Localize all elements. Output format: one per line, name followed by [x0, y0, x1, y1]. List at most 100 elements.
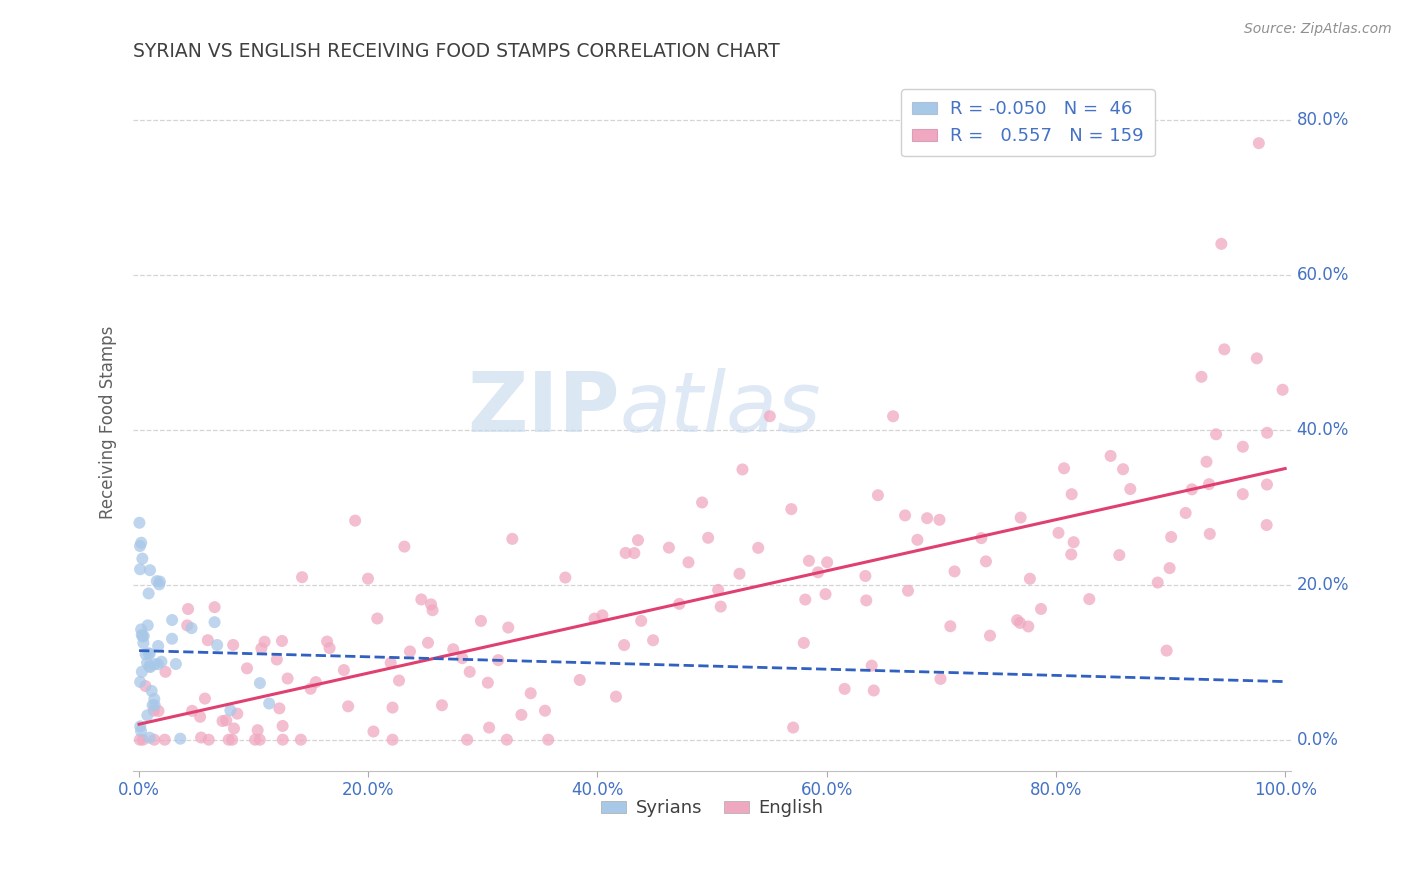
Point: [1247, 136, 1270, 150]
Point: [1271, 383, 1294, 397]
Point: [1010, 510, 1032, 524]
Point: [1019, 572, 1042, 586]
Point: [814, 587, 837, 601]
Point: [333, 663, 356, 677]
Text: SYRIAN VS ENGLISH RECEIVING FOOD STAMPS CORRELATION CHART: SYRIAN VS ENGLISH RECEIVING FOOD STAMPS …: [134, 42, 780, 61]
Point: [1174, 506, 1197, 520]
Point: [136, 708, 159, 723]
Point: [668, 597, 690, 611]
Point: [291, 570, 314, 584]
Point: [318, 641, 340, 656]
Point: [1211, 236, 1233, 251]
Point: [148, 577, 170, 591]
Point: [1256, 425, 1278, 440]
Point: [197, 633, 219, 648]
Point: [194, 691, 217, 706]
Point: [143, 657, 166, 672]
Point: [145, 574, 167, 588]
Point: [1005, 613, 1028, 627]
Point: [915, 511, 938, 525]
Point: [399, 644, 422, 658]
Point: [1112, 462, 1135, 476]
Point: [316, 634, 339, 648]
Point: [416, 636, 439, 650]
Point: [897, 583, 920, 598]
Point: [470, 614, 492, 628]
Point: [305, 675, 328, 690]
Point: [1060, 487, 1083, 501]
Point: [131, 551, 153, 566]
Point: [780, 502, 803, 516]
Point: [381, 700, 404, 714]
Point: [290, 732, 312, 747]
Point: [131, 665, 153, 679]
Point: [249, 732, 271, 747]
Point: [277, 672, 299, 686]
Point: [519, 686, 541, 700]
Point: [222, 638, 245, 652]
Point: [149, 574, 172, 589]
Point: [129, 562, 152, 576]
Point: [456, 732, 478, 747]
Point: [537, 732, 560, 747]
Point: [591, 608, 613, 623]
Point: [249, 676, 271, 690]
Point: [451, 651, 474, 665]
Point: [928, 513, 950, 527]
Text: Source: ZipAtlas.com: Source: ZipAtlas.com: [1244, 22, 1392, 37]
Point: [759, 409, 782, 424]
Point: [236, 661, 259, 675]
Point: [271, 634, 294, 648]
Point: [583, 611, 606, 625]
Point: [180, 621, 202, 635]
Point: [142, 704, 165, 718]
Point: [165, 657, 187, 671]
Point: [138, 647, 160, 661]
Point: [658, 541, 681, 555]
Point: [866, 488, 889, 502]
Point: [128, 516, 150, 530]
Point: [266, 652, 288, 666]
Point: [834, 681, 856, 696]
Point: [1160, 530, 1182, 544]
Point: [630, 614, 652, 628]
Point: [1119, 482, 1142, 496]
Point: [141, 684, 163, 698]
Point: [697, 531, 720, 545]
Point: [1232, 487, 1254, 501]
Point: [169, 731, 191, 746]
Point: [366, 611, 388, 625]
Point: [605, 690, 627, 704]
Point: [129, 719, 152, 733]
Point: [148, 704, 170, 718]
Point: [222, 722, 245, 736]
Point: [1146, 575, 1168, 590]
Point: [430, 698, 453, 713]
Point: [135, 648, 157, 662]
Point: [131, 628, 153, 642]
Text: 0.0%: 0.0%: [1296, 731, 1339, 748]
Y-axis label: Receiving Food Stamps: Receiving Food Stamps: [100, 326, 117, 519]
Point: [139, 660, 162, 674]
Point: [138, 731, 160, 745]
Point: [477, 675, 499, 690]
Text: ZIP: ZIP: [467, 368, 620, 449]
Point: [1191, 369, 1213, 384]
Point: [129, 623, 152, 637]
Point: [190, 731, 212, 745]
Point: [862, 683, 884, 698]
Point: [486, 653, 509, 667]
Point: [939, 619, 962, 633]
Point: [129, 539, 152, 553]
Point: [1010, 615, 1032, 630]
Point: [160, 632, 183, 646]
Point: [853, 569, 876, 583]
Point: [160, 613, 183, 627]
Point: [134, 679, 156, 693]
Point: [678, 555, 700, 569]
Point: [204, 600, 226, 615]
Point: [690, 495, 713, 509]
Point: [807, 566, 830, 580]
Point: [1017, 619, 1039, 633]
Point: [138, 586, 160, 600]
